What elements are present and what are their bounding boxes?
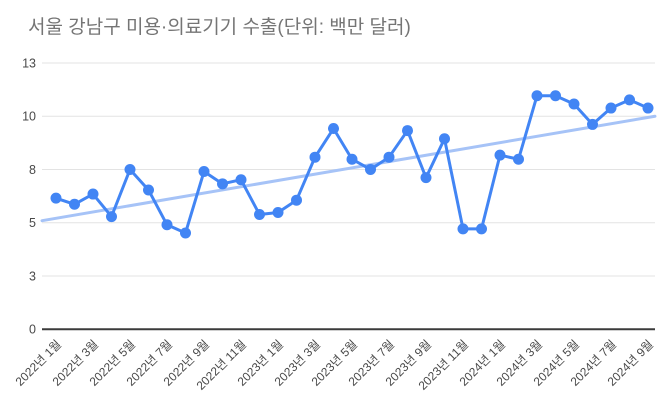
data-point[interactable] bbox=[235, 174, 247, 186]
data-point[interactable] bbox=[124, 163, 136, 175]
data-point[interactable] bbox=[346, 153, 358, 165]
data-point[interactable] bbox=[439, 133, 450, 145]
data-point[interactable] bbox=[50, 192, 62, 204]
data-point[interactable] bbox=[69, 198, 80, 210]
data-point[interactable] bbox=[420, 172, 432, 184]
data-point[interactable] bbox=[494, 149, 506, 161]
data-point[interactable] bbox=[587, 118, 598, 130]
data-point[interactable] bbox=[328, 123, 339, 135]
data-point[interactable] bbox=[457, 223, 469, 235]
y-tick-label: 0 bbox=[29, 323, 36, 337]
data-point[interactable] bbox=[476, 223, 487, 235]
data-point[interactable] bbox=[402, 125, 413, 137]
data-point[interactable] bbox=[531, 90, 543, 102]
data-point[interactable] bbox=[550, 90, 561, 102]
data-point[interactable] bbox=[605, 102, 617, 114]
y-tick-label: 13 bbox=[22, 57, 36, 71]
data-point[interactable] bbox=[513, 153, 524, 165]
data-point[interactable] bbox=[161, 219, 173, 231]
data-point[interactable] bbox=[198, 166, 210, 178]
data-point[interactable] bbox=[217, 178, 228, 190]
data-point[interactable] bbox=[143, 184, 154, 196]
data-point[interactable] bbox=[568, 98, 580, 110]
y-tick-label: 10 bbox=[22, 110, 36, 124]
y-tick-label: 8 bbox=[29, 163, 36, 177]
data-point[interactable] bbox=[624, 94, 635, 106]
data-point[interactable] bbox=[383, 151, 395, 163]
data-point[interactable] bbox=[87, 188, 99, 200]
chart-title: 서울 강남구 미용·의료기기 수출(단위: 백만 달러) bbox=[28, 17, 411, 38]
data-point[interactable] bbox=[309, 151, 321, 163]
data-point[interactable] bbox=[291, 194, 302, 206]
data-point[interactable] bbox=[254, 209, 265, 221]
data-point[interactable] bbox=[642, 102, 654, 114]
trendline bbox=[40, 114, 657, 223]
data-point[interactable] bbox=[365, 163, 376, 175]
data-point[interactable] bbox=[272, 206, 284, 218]
data-point[interactable] bbox=[180, 227, 191, 239]
y-tick-label: 3 bbox=[29, 269, 36, 283]
y-tick-label: 5 bbox=[29, 216, 36, 230]
data-point[interactable] bbox=[106, 211, 117, 223]
